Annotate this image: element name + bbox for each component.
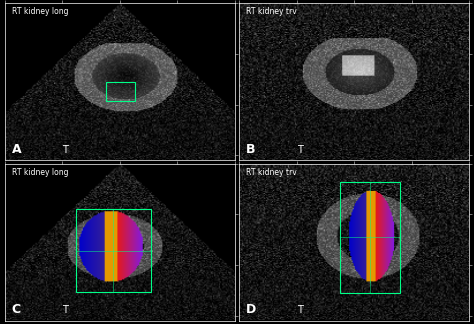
Text: RT kidney long: RT kidney long: [12, 168, 68, 177]
Bar: [106, 82, 135, 100]
Text: T: T: [297, 305, 303, 315]
Text: D: D: [246, 303, 256, 316]
Text: B: B: [246, 143, 255, 156]
Bar: [340, 182, 400, 293]
Text: T: T: [297, 145, 303, 155]
Bar: [76, 209, 151, 292]
Text: C: C: [12, 303, 21, 316]
Text: T: T: [62, 305, 68, 315]
Text: T: T: [62, 145, 68, 155]
Text: RT kidney trv: RT kidney trv: [246, 7, 297, 16]
Text: RT kidney trv: RT kidney trv: [246, 168, 297, 177]
Text: RT kidney long: RT kidney long: [12, 7, 68, 16]
Text: A: A: [12, 143, 21, 156]
